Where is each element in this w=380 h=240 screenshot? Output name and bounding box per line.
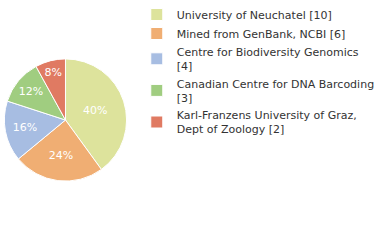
- svg-text:12%: 12%: [19, 85, 43, 98]
- svg-text:University of Neuchatel [10]: University of Neuchatel [10]: [177, 9, 332, 22]
- svg-text:Canadian Centre for DNA Barcod: Canadian Centre for DNA Barcoding[3]: [177, 78, 374, 105]
- svg-text:Centre for Biodiversity Genomi: Centre for Biodiversity Genomics[4]: [177, 46, 359, 73]
- svg-text:16%: 16%: [13, 121, 37, 134]
- svg-text:Mined from GenBank, NCBI [6]: Mined from GenBank, NCBI [6]: [177, 28, 346, 41]
- svg-text:24%: 24%: [49, 149, 73, 162]
- svg-text:Karl-Franzens University of Gr: Karl-Franzens University of Graz,Dept of…: [177, 109, 357, 136]
- svg-text:40%: 40%: [83, 104, 107, 117]
- svg-text:8%: 8%: [45, 66, 62, 79]
